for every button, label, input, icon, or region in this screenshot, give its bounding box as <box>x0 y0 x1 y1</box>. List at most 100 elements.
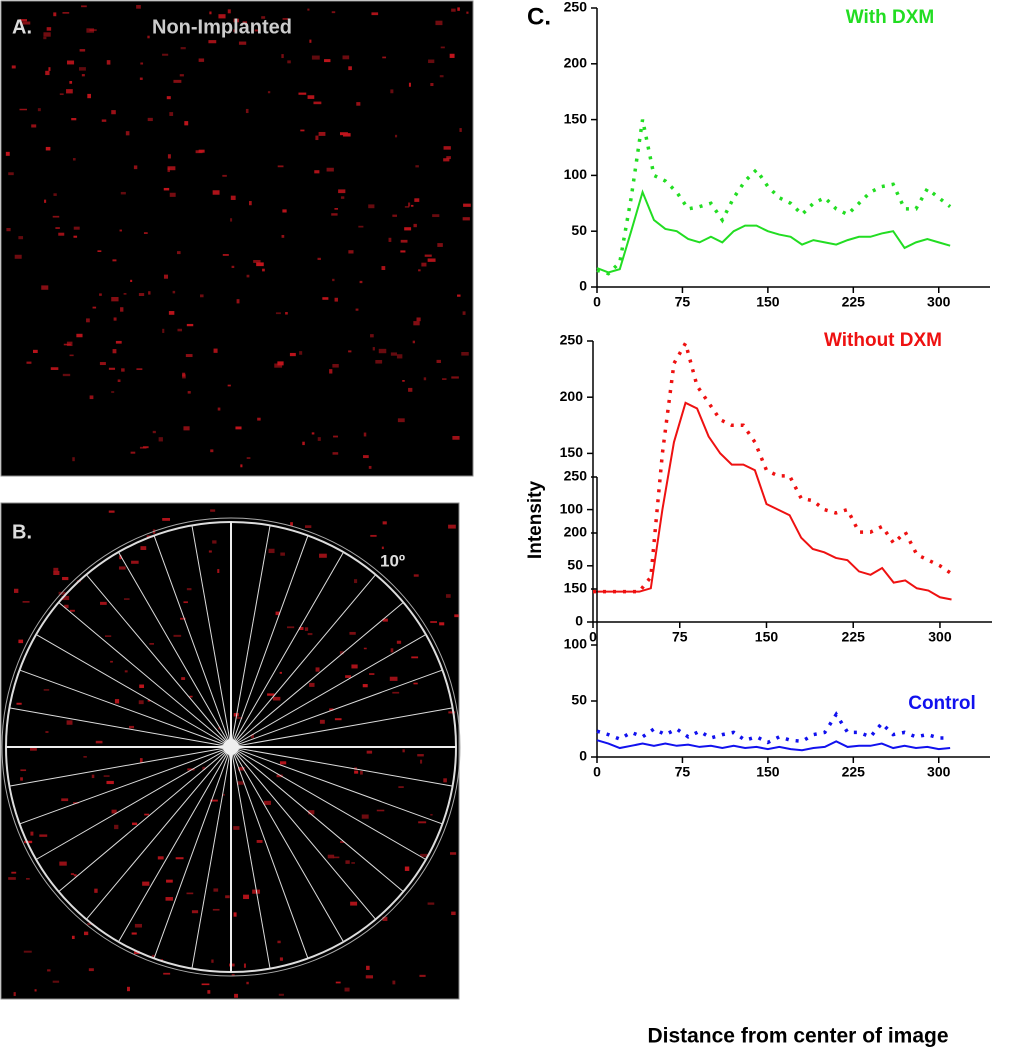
speck <box>172 290 176 294</box>
speck <box>18 639 24 644</box>
speck <box>335 981 341 984</box>
speck <box>103 775 110 777</box>
speck <box>143 232 148 234</box>
chart-title: Control <box>908 693 976 714</box>
speck <box>210 449 214 453</box>
spoke <box>19 746 232 825</box>
speck <box>139 758 143 763</box>
speck <box>88 968 94 972</box>
speck <box>311 432 315 435</box>
speck <box>87 923 94 926</box>
speck <box>152 430 156 434</box>
speck <box>43 32 51 37</box>
speck <box>117 379 121 383</box>
speck <box>87 93 91 99</box>
speck <box>142 881 150 886</box>
speck <box>230 195 236 200</box>
spoke <box>191 525 232 748</box>
spoke <box>118 746 232 943</box>
speck <box>209 11 212 15</box>
center <box>223 739 239 755</box>
speck <box>14 254 22 259</box>
speck <box>413 223 417 228</box>
speck <box>22 21 31 25</box>
speck <box>53 570 60 576</box>
speck <box>131 560 139 564</box>
speck <box>114 824 119 830</box>
speck <box>451 8 456 12</box>
speck <box>361 814 369 819</box>
speck <box>307 95 315 99</box>
speck <box>227 384 231 387</box>
speck <box>282 17 289 20</box>
speck <box>165 897 173 901</box>
speck <box>317 257 321 261</box>
speck <box>173 79 182 83</box>
speck <box>30 831 34 836</box>
speck <box>34 989 37 992</box>
speck <box>179 617 186 620</box>
speck <box>389 676 398 681</box>
data-line <box>593 401 952 601</box>
x-tick-label: 225 <box>842 629 866 645</box>
speck <box>309 682 315 687</box>
speck <box>69 354 74 357</box>
speck <box>250 734 254 739</box>
speck <box>281 54 284 59</box>
speck <box>166 879 173 883</box>
speck <box>139 684 145 688</box>
speck <box>277 361 284 366</box>
speck <box>437 243 443 247</box>
speck <box>166 96 171 100</box>
speck <box>125 131 130 136</box>
speck <box>345 675 351 678</box>
speck <box>376 809 385 812</box>
speck <box>148 291 151 295</box>
speck <box>73 802 79 804</box>
speck <box>61 595 70 601</box>
speck <box>439 75 444 78</box>
speck <box>24 840 33 844</box>
x-tick-label: 0 <box>593 294 601 310</box>
spoke <box>58 746 232 893</box>
speck <box>404 206 410 208</box>
speck <box>392 980 396 985</box>
speck <box>201 983 210 986</box>
y-tick-label: 0 <box>579 278 587 294</box>
speck <box>157 856 164 860</box>
speck <box>287 60 291 64</box>
speck <box>222 174 227 177</box>
speck <box>242 21 248 24</box>
speck <box>246 274 250 278</box>
x-tick-label: 0 <box>589 629 597 645</box>
speck <box>186 588 192 591</box>
speck <box>412 340 415 344</box>
speck <box>130 451 136 454</box>
speck <box>327 854 335 859</box>
speck <box>411 656 419 659</box>
speck <box>59 861 67 866</box>
speck <box>233 912 237 917</box>
speck <box>131 932 137 935</box>
speck <box>39 834 48 837</box>
speck <box>331 213 338 216</box>
speck <box>268 548 275 554</box>
speck <box>71 118 77 121</box>
speck <box>324 59 331 63</box>
speck <box>218 14 226 19</box>
x-axis-label: Distance from center of image <box>647 1025 948 1048</box>
speck <box>5 151 10 156</box>
speck <box>53 12 57 17</box>
speck <box>332 452 339 455</box>
speck <box>319 553 327 558</box>
speck <box>163 972 171 975</box>
speck <box>95 740 103 744</box>
x-tick-label: 300 <box>927 294 951 310</box>
speck <box>187 768 195 771</box>
speck <box>309 39 312 43</box>
speck <box>267 693 275 696</box>
speck <box>123 293 127 295</box>
speck <box>236 717 243 719</box>
spoke <box>230 746 271 969</box>
speck <box>351 664 358 669</box>
